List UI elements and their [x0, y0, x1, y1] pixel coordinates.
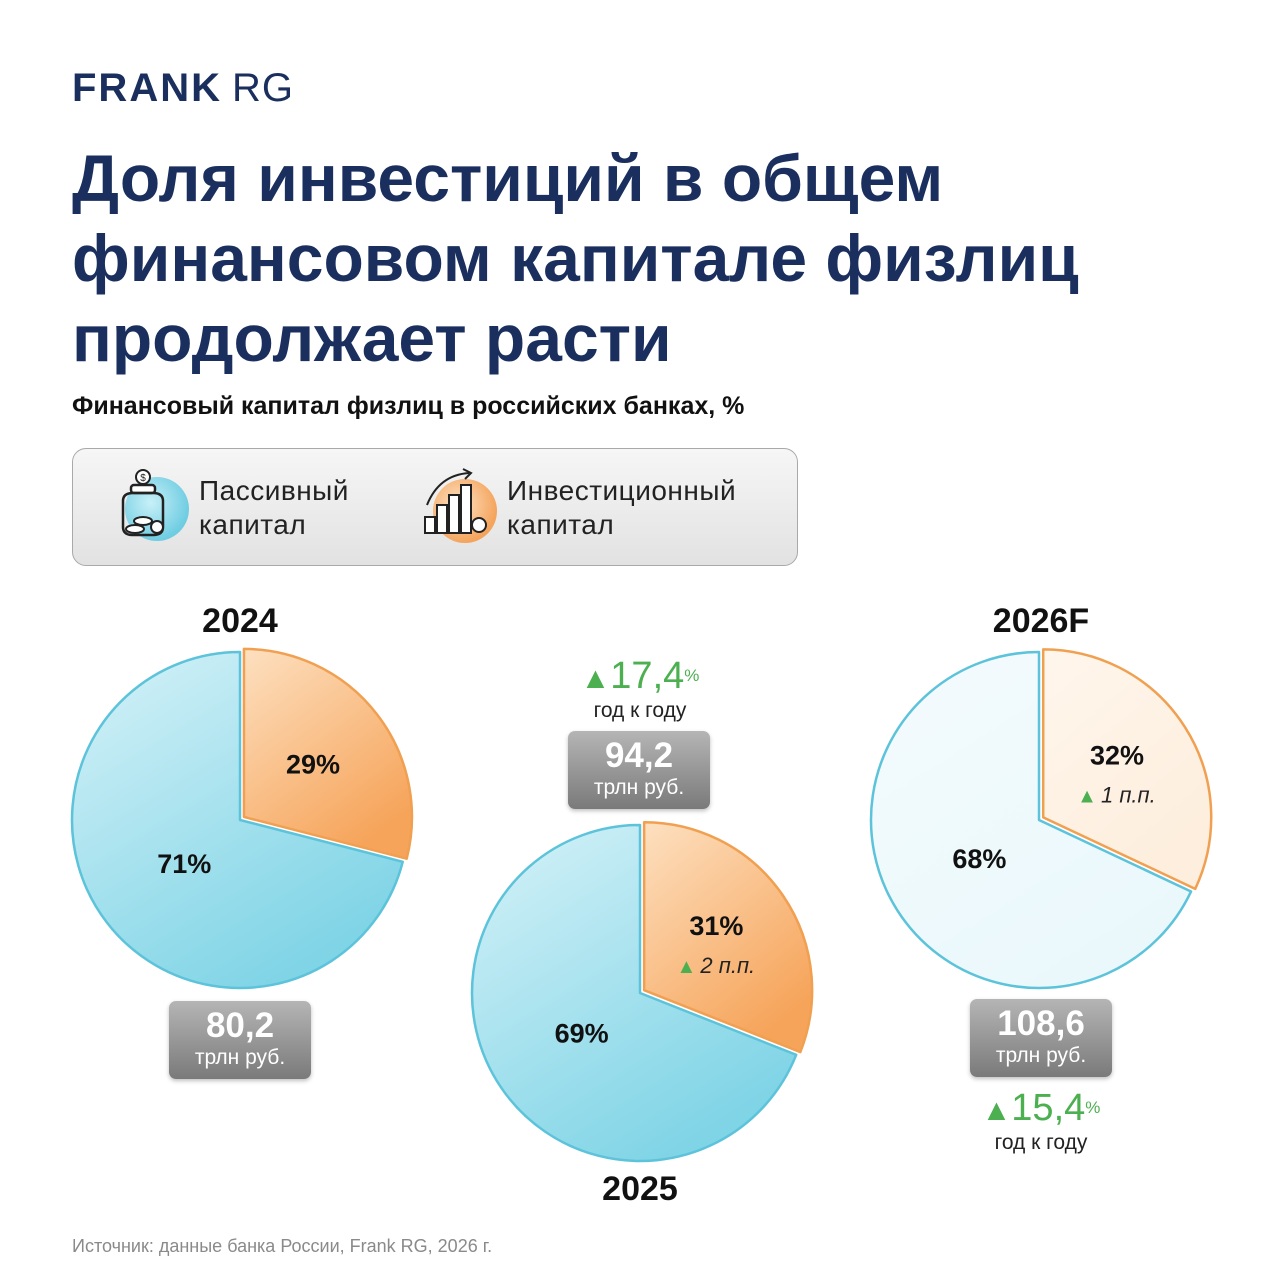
total-badge-2025: 94,2 трлн руб. — [568, 731, 710, 809]
pie-year-2025: 2025 — [602, 1170, 678, 1208]
pie-slice-invest — [1041, 648, 1213, 891]
pie-delta-invest: 2 п.п. — [699, 953, 755, 978]
pie-slice-invest — [642, 820, 814, 1054]
chart-subtitle: Финансовый капитал физлиц в российских б… — [72, 392, 745, 420]
growth-up-icon: ▲ — [981, 1094, 1012, 1127]
growth-value-2025: 17,4 — [610, 655, 685, 697]
total-value-2025: 94,2 — [604, 736, 674, 775]
brand-name: FRANK — [72, 66, 222, 110]
growth-label-2026f: год к году — [994, 1131, 1088, 1154]
source-note: Источник: данные банка России, Frank RG,… — [72, 1236, 493, 1256]
pie-slice-passive — [470, 823, 798, 1163]
brand-logo: FRANK RG — [72, 66, 294, 111]
pie-label-passive: 69% — [555, 1019, 609, 1049]
total-unit-2024: трлн руб. — [194, 1046, 286, 1069]
legend-item-invest: Инвестиционный капитал — [417, 449, 736, 567]
total-value-2026f: 108,6 — [997, 1004, 1085, 1043]
growth-label-2025: год к году — [593, 699, 687, 722]
pie-label-passive: 68% — [952, 844, 1006, 874]
growth-unit-2025: % — [684, 666, 700, 685]
brand-suffix: RG — [231, 66, 294, 110]
pie-label-invest: 32% — [1090, 741, 1144, 771]
total-unit-2026f: трлн руб. — [995, 1044, 1087, 1067]
pie-slice-passive — [869, 650, 1193, 990]
pie-label-invest: 29% — [286, 749, 340, 779]
total-unit-2025: трлн руб. — [593, 776, 685, 799]
total-badge-2024: 80,2 трлн руб. — [169, 1001, 311, 1079]
pie-year-2026f: 2026F — [992, 602, 1090, 640]
legend-item-passive: $ Пассивный капитал — [109, 449, 349, 567]
total-badge-2026f: 108,6 трлн руб. — [970, 999, 1112, 1077]
pie-label-invest: 31% — [689, 911, 743, 941]
chart-legend: $ Пассивный капитал Инвестиционный капит… — [72, 448, 798, 566]
growth-chart-coins-icon — [424, 468, 497, 543]
growth-up-icon: ▲ — [580, 662, 611, 695]
svg-text:$: $ — [140, 473, 146, 484]
pie-year-2024: 2024 — [202, 602, 278, 640]
delta-up-icon: ▲ — [1077, 786, 1097, 808]
legend-label-passive: Пассивный капитал — [199, 475, 349, 540]
total-value-2024: 80,2 — [205, 1006, 275, 1045]
growth-2026f: ▲15,4% год к году — [931, 1088, 1151, 1155]
pie-slice-invest — [242, 647, 414, 860]
pie-slice-passive — [70, 650, 404, 990]
money-jar-icon: $ — [121, 469, 189, 541]
page-title: Доля инвестиций в общем финансовом капит… — [72, 141, 1079, 375]
legend-label-invest: Инвестиционный капитал — [507, 475, 737, 540]
growth-2025: ▲17,4% год к году — [530, 656, 750, 723]
pie-delta-invest: 1 п.п. — [1101, 783, 1156, 808]
growth-unit-2026f: % — [1085, 1098, 1101, 1117]
delta-up-icon: ▲ — [676, 956, 696, 978]
pie-label-passive: 71% — [157, 849, 211, 879]
growth-value-2026f: 15,4 — [1011, 1087, 1086, 1129]
